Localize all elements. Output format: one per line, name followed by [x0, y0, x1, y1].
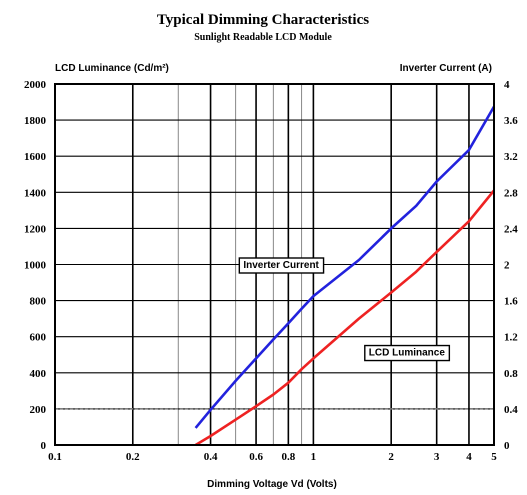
- x-tick-label: 0.4: [204, 451, 218, 463]
- x-tick-label: 2: [388, 451, 394, 463]
- annotation-box: [364, 344, 451, 362]
- y-right-tick-label: 0.4: [504, 404, 518, 416]
- y-left-tick-label: 1200: [24, 223, 47, 235]
- y-left-tick-label: 0: [41, 440, 47, 452]
- y-right-tick-label: 0: [504, 440, 510, 452]
- annotation-label: LCD Luminance: [364, 344, 451, 362]
- y-axis-right-label: Inverter Current (A): [400, 63, 492, 74]
- y-right-tick-label: 0.8: [504, 368, 518, 380]
- x-tick-label: 4: [466, 451, 472, 463]
- x-tick-label: 3: [434, 451, 440, 463]
- y-right-tick-label: 1.6: [504, 296, 518, 308]
- plot-frame: [54, 83, 495, 446]
- x-tick-label: 0.2: [126, 451, 140, 463]
- annotation-box: [238, 257, 325, 274]
- inverter-current-line: [194, 105, 496, 429]
- y-left-tick-label: 1600: [24, 151, 47, 163]
- x-tick-label: 1: [311, 451, 317, 463]
- y-left-tick-label: 1000: [24, 260, 47, 272]
- x-tick-label: 0.1: [48, 451, 62, 463]
- annotation-text: Inverter Current: [243, 260, 319, 271]
- x-axis-label: Dimming Voltage Vd (Volts): [207, 479, 337, 490]
- x-tick-label: 0.6: [249, 451, 263, 463]
- annotations: Inverter Current LCD Luminance: [238, 257, 451, 362]
- y-left-tick-label: 400: [30, 368, 47, 380]
- annotation-label: Inverter Current: [238, 257, 325, 274]
- y-left-tick-label: 600: [30, 332, 47, 344]
- x-tick-label: 0.8: [281, 451, 295, 463]
- chart-title: Typical Dimming Characteristics: [157, 12, 369, 28]
- y-right-tick-label: 3.2: [504, 151, 518, 163]
- y-right-tick-label: 2.8: [504, 187, 518, 199]
- series-lines: [194, 105, 496, 447]
- x-tick-label: 5: [491, 451, 497, 463]
- annotation-text: LCD Luminance: [369, 348, 446, 359]
- y-left-tick-label: 800: [30, 296, 47, 308]
- y-right-tick-label: 3.6: [504, 115, 518, 127]
- y-right-tick-label: 2: [504, 260, 510, 272]
- y-left-tick-label: 1400: [24, 187, 47, 199]
- y-axis-left-label: LCD Luminance (Cd/m²): [55, 63, 169, 74]
- lcd-luminance-line: [194, 189, 496, 447]
- y-right-tick-label: 2.4: [504, 223, 518, 235]
- chart-subtitle: Sunlight Readable LCD Module: [194, 32, 332, 43]
- y-left-tick-label: 200: [30, 404, 47, 416]
- y-right-tick-label: 4: [504, 79, 510, 91]
- y-right-tick-label: 1.2: [504, 332, 518, 344]
- y-left-tick-label: 1800: [24, 115, 47, 127]
- tick-labels: 0.1 0.2 0.4 0.6 0.8 1 2 3 4 502004006008001000120…: [24, 79, 518, 463]
- y-left-tick-label: 2000: [24, 79, 47, 91]
